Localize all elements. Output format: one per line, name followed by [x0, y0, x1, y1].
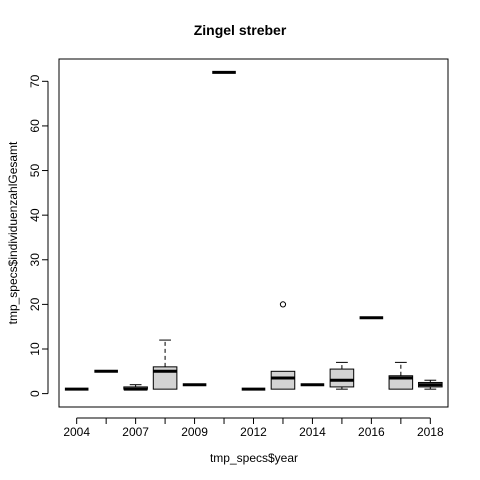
- box-2007: [123, 384, 148, 391]
- x-tick-label: 2004: [63, 425, 90, 439]
- y-tick-label: 30: [28, 253, 42, 267]
- x-tick-label: 2014: [299, 425, 326, 439]
- chart-title: Zingel streber: [193, 22, 287, 38]
- box-body: [329, 368, 355, 388]
- y-tick-label: 0: [28, 390, 42, 397]
- plot-frame: [58, 58, 449, 408]
- y-axis: 0 10 20 30 40 50 60 70: [28, 74, 49, 397]
- x-tick-label: 2007: [122, 425, 149, 439]
- boxes-layer: [64, 70, 443, 391]
- outlier-point: [279, 301, 287, 308]
- x-axis-title: tmp_specs$year: [209, 451, 299, 465]
- y-tick-label: 40: [28, 208, 42, 222]
- x-tick-label: 2009: [181, 425, 208, 439]
- box-2015: [329, 361, 355, 390]
- box-2018: [418, 379, 443, 390]
- box-2013: [270, 301, 296, 390]
- x-tick-label: 2012: [240, 425, 267, 439]
- x-tick-label: 2018: [417, 425, 444, 439]
- box-2008: [152, 339, 178, 390]
- box-body: [270, 370, 296, 390]
- x-tick-label: 2016: [358, 425, 385, 439]
- y-tick-label: 50: [28, 164, 42, 178]
- y-tick-label: 60: [28, 119, 42, 133]
- y-axis-title: tmp_specs$individuenzahlGesamt: [6, 141, 20, 325]
- box-2017: [388, 361, 414, 390]
- y-tick-label: 10: [28, 342, 42, 356]
- y-tick-label: 20: [28, 297, 42, 311]
- x-axis: 2004 2007 2009 2012 2014 2016 2018: [63, 417, 444, 439]
- y-tick-label: 70: [28, 74, 42, 88]
